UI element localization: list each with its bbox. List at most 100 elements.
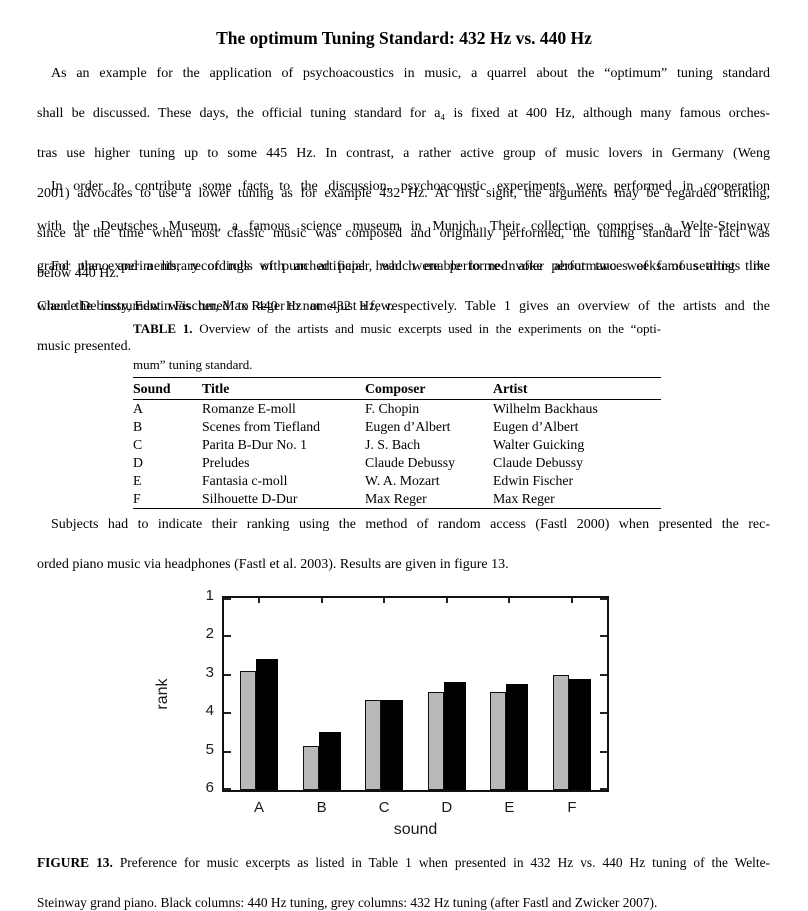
table-row: D Preludes Claude Debussy Claude Debussy — [133, 454, 661, 472]
table-cell: Parita B-Dur No. 1 — [202, 437, 307, 452]
x-axis-title: sound — [393, 821, 438, 838]
paragraph-results: Subjects had to indicate their ranking u… — [37, 515, 770, 575]
x-category-label: E — [504, 799, 515, 816]
page-title: The optimum Tuning Standard: 432 Hz vs. … — [216, 28, 592, 48]
table-caption: TABLE 1. Overview of the artists and mus… — [133, 320, 661, 374]
x-tick-top — [445, 598, 448, 603]
text-line: music presented. — [37, 339, 132, 354]
table-cell: Fantasia c-moll — [202, 473, 288, 488]
table-cell: D — [133, 455, 143, 470]
y-tick-left — [224, 788, 231, 790]
x-tick-top — [383, 598, 386, 603]
text-line: with the Deutsches Museum, a famous scie… — [37, 219, 770, 234]
x-category-label: A — [253, 799, 264, 816]
bar-432hz-B — [302, 745, 319, 790]
bar-440hz-D — [443, 682, 466, 790]
text-line: Subjects had to indicate their ranking u… — [51, 517, 770, 532]
x-category-label: C — [378, 799, 390, 816]
table-cell: Claude Debussy — [365, 455, 456, 470]
table-cell: Walter Guicking — [493, 437, 585, 452]
text-line: below 440 Hz. — [37, 266, 120, 281]
text-line: TABLE 1. Overview of the artists and mus… — [133, 321, 662, 336]
table-header-row: Sound Title Composer Artist — [133, 378, 661, 400]
table-cell: F — [133, 491, 141, 506]
x-tick-top — [571, 598, 573, 603]
text-line: For the experiments, recordings with an … — [51, 259, 770, 274]
bar-432hz-E — [490, 692, 507, 790]
y-tick-left — [224, 673, 231, 676]
table-cell: Wilhelm Backhaus — [493, 401, 598, 416]
y-tick-label: 4 — [205, 702, 214, 720]
text-line: when the instrument was tuned to 440 Hz … — [37, 299, 770, 314]
table-cell: A — [133, 401, 143, 416]
y-tick-label: 3 — [205, 663, 214, 681]
text-line: 2001) advocates to use a lower tuning as… — [37, 186, 770, 201]
table-cell: W. A. Mozart — [365, 473, 440, 488]
table-cell: Romanze E-moll — [202, 401, 296, 416]
text-line: As an example for the application of psy… — [51, 66, 770, 81]
table-row: E Fantasia c-moll W. A. Mozart Edwin Fische… — [133, 472, 661, 490]
table-cell: Claude Debussy — [493, 455, 584, 470]
text-line: grand piano and a library of rolls of pu… — [37, 259, 770, 274]
column-header: Title — [202, 380, 230, 396]
y-tick-left — [224, 712, 231, 715]
plot-frame — [222, 596, 609, 792]
paragraph-intro: As an example for the application of psy… — [37, 64, 770, 284]
y-tick-right — [600, 635, 607, 638]
table-1-section: TABLE 1. Overview of the artists and mus… — [133, 320, 661, 509]
x-category-label: F — [567, 799, 577, 816]
table-row: C Parita B-Dur No. 1 J. S. Bach Walter Guic… — [133, 436, 661, 454]
y-tick-label: 2 — [205, 625, 214, 643]
caption-label: FIGURE 13. — [37, 855, 113, 870]
bar-440hz-E — [506, 684, 529, 790]
table-cell: Max Reger — [365, 491, 427, 506]
table-cell: Preludes — [202, 455, 250, 470]
y-tick-right — [600, 598, 607, 600]
plot-area — [224, 598, 607, 790]
bar-440hz-B — [318, 732, 341, 790]
figure-caption: FIGURE 13. Preference for music excerpts… — [37, 853, 770, 911]
y-tick-label: 1 — [205, 587, 214, 604]
table-cell: Scenes from Tiefland — [202, 419, 321, 434]
y-tick-label: 6 — [205, 779, 214, 796]
bar-440hz-F — [569, 678, 591, 790]
table-cell: Eugen d’Albert — [365, 419, 451, 434]
bar-432hz-A — [240, 670, 256, 790]
y-tick-right — [600, 673, 607, 676]
column-header: Artist — [493, 380, 528, 396]
table-row: F Silhouette D-Dur Max Reger Max Reger — [133, 490, 661, 509]
y-tick-label: 5 — [205, 740, 214, 758]
column-header: Composer — [365, 380, 426, 396]
table-cell: Silhouette D-Dur — [202, 491, 298, 506]
bar-440hz-C — [381, 699, 404, 790]
table-cell: C — [133, 437, 143, 452]
y-tick-left — [224, 750, 231, 753]
text-line: mum” tuning standard. — [133, 357, 253, 372]
column-header: Sound — [133, 380, 171, 396]
table-cell: E — [133, 473, 142, 488]
table-cell: Edwin Fischer — [493, 473, 574, 488]
table-cell: F. Chopin — [365, 401, 420, 416]
x-tick-top — [508, 598, 511, 603]
x-tick-top — [258, 598, 260, 603]
table-1: Sound Title Composer Artist A Romanze E-moll… — [133, 377, 661, 509]
text-line: shall be discussed. These days, the offi… — [37, 106, 770, 121]
text-line: Steinway grand piano. Black columns: 440… — [37, 895, 658, 910]
y-axis-title: rank — [154, 678, 171, 710]
text-line: orded piano music via headphones (Fastl … — [37, 557, 509, 572]
x-tick-top — [320, 598, 323, 603]
bar-432hz-D — [427, 692, 444, 790]
paragraph-recordings: For the experiments, recordings with an … — [37, 257, 770, 357]
y-tick-left — [224, 598, 231, 600]
x-category-label: D — [441, 799, 453, 816]
table-cell: J. S. Bach — [365, 437, 421, 452]
table-cell: Eugen d’Albert — [493, 419, 579, 434]
y-tick-right — [600, 750, 607, 753]
caption-label: TABLE 1. — [133, 321, 193, 336]
bar-440hz-A — [256, 659, 278, 790]
bar-432hz-C — [365, 699, 382, 790]
table-row: B Scenes from Tiefland Eugen d’Albert Eugen… — [133, 418, 661, 436]
text-line: Claude Debussy, Edwin Fischer, Max Reger… — [37, 299, 394, 314]
y-tick-left — [224, 635, 231, 638]
